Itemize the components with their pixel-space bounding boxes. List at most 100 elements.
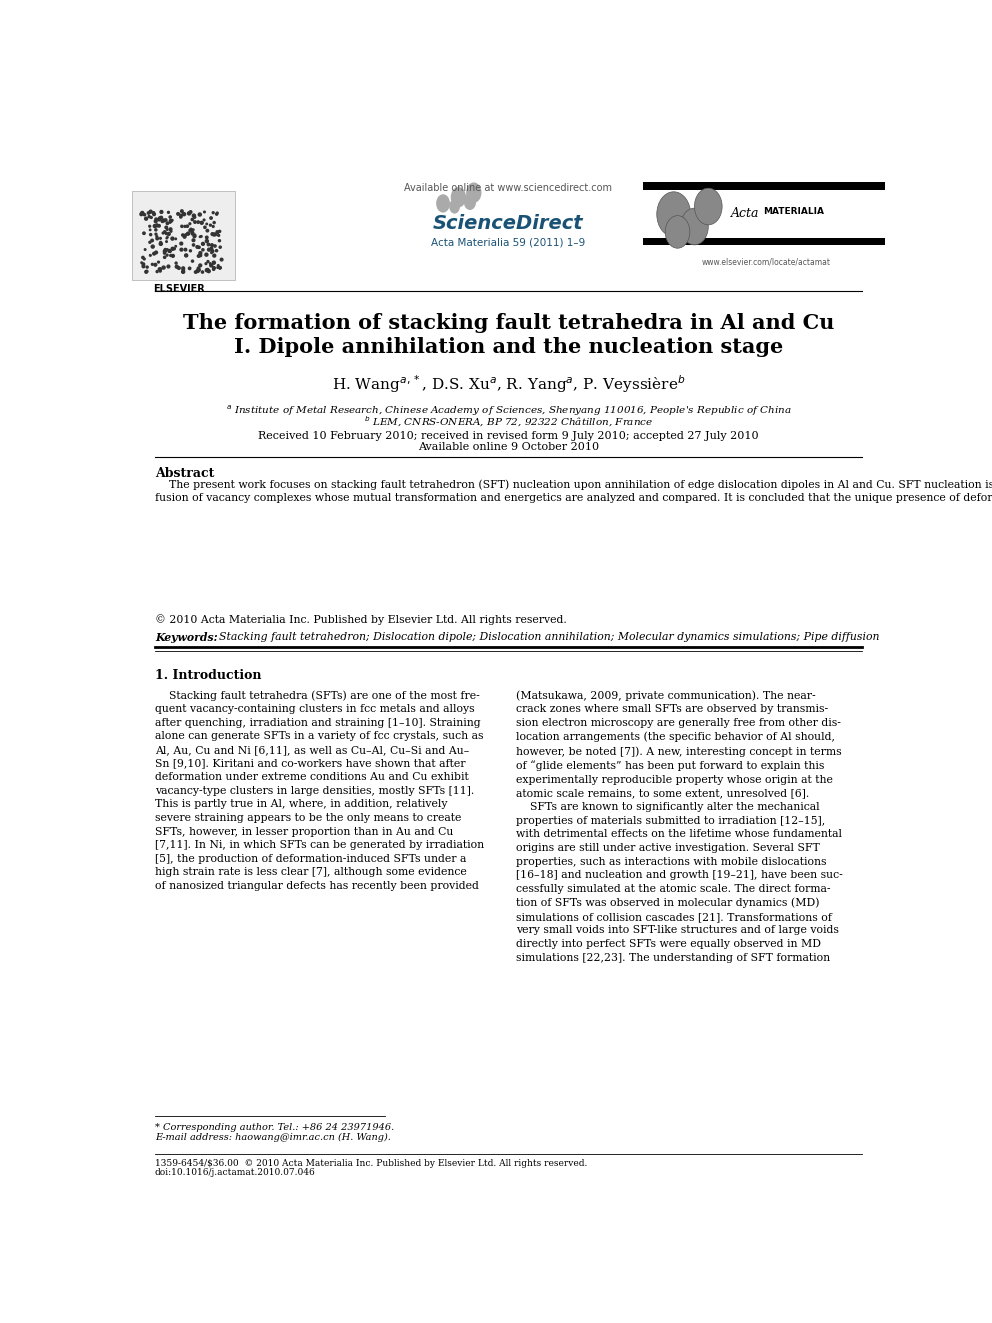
Point [197, 217, 213, 238]
Point [183, 201, 198, 222]
Text: Received 10 February 2010; received in revised form 9 July 2010; accepted 27 Jul: Received 10 February 2010; received in r… [258, 431, 759, 442]
Circle shape [466, 183, 481, 202]
Point [160, 213, 176, 234]
Text: $^{a}$ Institute of Metal Research, Chinese Academy of Sciences, Shenyang 110016: $^{a}$ Institute of Metal Research, Chin… [225, 404, 792, 418]
Point [165, 228, 181, 249]
Point [206, 212, 222, 233]
Point [174, 239, 189, 261]
Point [151, 209, 167, 230]
Point [189, 261, 205, 282]
Point [176, 259, 191, 280]
Point [160, 226, 176, 247]
Point [143, 201, 159, 222]
Text: Acta Materialia 59 (2011) 1–9: Acta Materialia 59 (2011) 1–9 [432, 237, 585, 247]
Point [201, 239, 217, 261]
Point [209, 221, 225, 242]
Point [186, 234, 201, 255]
Point [159, 228, 175, 249]
Point [153, 261, 169, 282]
Point [162, 241, 178, 262]
Point [146, 243, 162, 265]
Point [186, 230, 201, 251]
Point [157, 242, 173, 263]
Point [186, 205, 201, 226]
Point [149, 228, 165, 249]
Circle shape [681, 208, 708, 245]
Text: I. Dipole annihilation and the nucleation stage: I. Dipole annihilation and the nucleatio… [234, 337, 783, 357]
Point [198, 213, 214, 234]
Circle shape [694, 188, 722, 225]
Text: doi:10.1016/j.actamat.2010.07.046: doi:10.1016/j.actamat.2010.07.046 [155, 1168, 315, 1177]
Point [213, 249, 229, 270]
Point [186, 206, 202, 228]
Point [195, 239, 211, 261]
Point [187, 212, 203, 233]
Text: Keywords:: Keywords: [155, 631, 217, 643]
Point [199, 220, 215, 241]
Point [156, 257, 172, 278]
Point [138, 261, 154, 282]
Point [145, 235, 161, 257]
Point [161, 255, 177, 277]
Point [204, 234, 220, 255]
Point [149, 261, 165, 282]
Point [205, 259, 221, 280]
Point [183, 241, 198, 262]
Point [143, 224, 159, 245]
Point [193, 212, 209, 233]
Point [159, 232, 175, 253]
Point [151, 216, 167, 237]
Point [139, 261, 155, 282]
Point [173, 206, 188, 228]
Point [185, 209, 200, 230]
Point [134, 202, 150, 224]
Point [198, 226, 214, 247]
Point [160, 239, 176, 261]
Point [203, 208, 219, 229]
Point [179, 245, 194, 266]
Point [165, 245, 181, 266]
Point [145, 254, 161, 275]
Point [153, 259, 169, 280]
Point [168, 229, 184, 250]
Point [154, 206, 170, 228]
Point [204, 224, 220, 245]
Point [186, 225, 202, 246]
Point [169, 253, 185, 274]
Point [176, 258, 191, 279]
Point [211, 257, 227, 278]
Point [148, 254, 164, 275]
Point [157, 246, 173, 267]
Circle shape [449, 200, 460, 213]
Point [165, 238, 181, 259]
Point [182, 258, 197, 279]
Point [143, 245, 159, 266]
Point [207, 235, 223, 257]
Point [186, 224, 202, 245]
Text: Acta: Acta [731, 208, 760, 220]
Point [149, 226, 165, 247]
Point [204, 241, 220, 262]
Circle shape [657, 192, 690, 237]
Point [177, 204, 192, 225]
Text: * Corresponding author. Tel.: +86 24 23971946.: * Corresponding author. Tel.: +86 24 239… [155, 1123, 394, 1131]
Point [137, 204, 153, 225]
Text: ScienceDirect: ScienceDirect [434, 214, 583, 233]
Point [196, 201, 212, 222]
Text: The present work focuses on stacking fault tetrahedron (SFT) nucleation upon ann: The present work focuses on stacking fau… [155, 479, 992, 503]
Bar [643, 238, 885, 245]
Point [200, 251, 216, 273]
Point [211, 221, 227, 242]
Point [206, 245, 222, 266]
Point [153, 208, 169, 229]
Point [149, 214, 165, 235]
Point [167, 238, 183, 259]
Point [148, 210, 164, 232]
Point [146, 204, 162, 225]
Point [199, 259, 215, 280]
Point [181, 224, 196, 245]
Point [160, 218, 176, 239]
Point [200, 234, 216, 255]
Point [155, 222, 171, 243]
Point [203, 238, 219, 259]
